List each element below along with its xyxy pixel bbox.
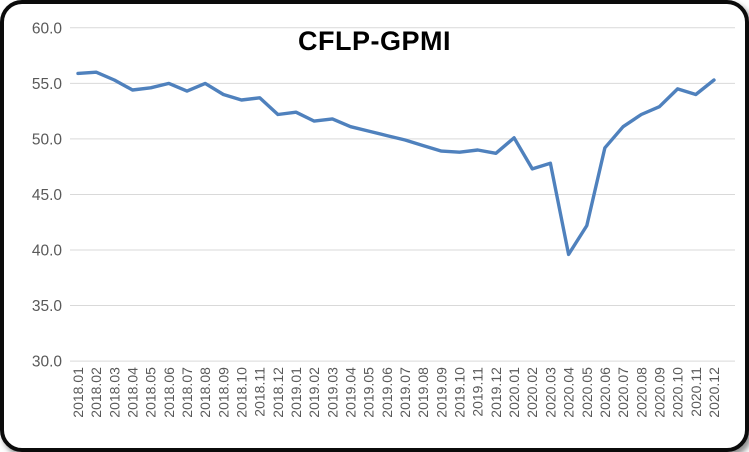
x-axis-tick-label: 2018.03	[106, 367, 122, 418]
x-axis-tick-label: 2020.12	[706, 367, 722, 418]
y-axis-tick-label: 35.0	[32, 298, 63, 315]
x-axis-tick-label: 2019.08	[415, 367, 431, 418]
x-axis-tick-label: 2018.07	[179, 367, 195, 418]
x-axis-tick-label: 2018.12	[270, 367, 286, 418]
y-axis-tick-label: 40.0	[32, 243, 63, 260]
x-axis-tick-label: 2019.09	[433, 367, 449, 418]
x-axis-tick-label: 2019.07	[397, 367, 413, 418]
x-axis-tick-label: 2019.02	[306, 367, 322, 418]
x-axis-tick-label: 2018.11	[252, 367, 268, 417]
x-axis-tick-label: 2020.05	[579, 367, 595, 418]
x-axis-tick-label: 2020.07	[615, 367, 631, 418]
x-axis-tick-label: 2018.08	[197, 367, 213, 418]
x-axis-tick-label: 2018.09	[215, 367, 231, 418]
x-axis-tick-label: 2019.11	[470, 367, 486, 417]
x-axis-tick-label: 2018.05	[143, 367, 159, 418]
chart-title: CFLP-GPMI	[298, 26, 451, 56]
x-axis-tick-label: 2020.09	[651, 367, 667, 418]
x-axis-tick-label: 2018.06	[161, 367, 177, 418]
x-axis-tick-label: 2020.03	[542, 367, 558, 418]
x-axis-tick-label: 2018.01	[70, 367, 86, 418]
x-axis-tick-label: 2020.01	[506, 367, 522, 418]
x-axis-tick-label: 2020.06	[597, 367, 613, 418]
x-axis-tick-label: 2019.06	[379, 367, 395, 418]
x-axis-tick-label: 2020.02	[524, 367, 540, 418]
x-axis-tick-label: 2019.05	[361, 367, 377, 418]
x-axis-tick-label: 2019.10	[452, 367, 468, 418]
x-axis-tick-label: 2019.01	[288, 367, 304, 418]
x-axis-tick-label: 2018.04	[125, 367, 141, 418]
x-axis-tick-label: 2018.02	[88, 367, 104, 418]
y-axis-tick-label: 50.0	[32, 131, 63, 148]
x-axis-tick-label: 2020.10	[670, 367, 686, 418]
x-axis-tick-label: 2019.12	[488, 367, 504, 418]
pmi-line-series	[76, 70, 716, 257]
y-axis-tick-label: 55.0	[32, 76, 63, 93]
x-axis-tick-label: 2018.10	[234, 367, 250, 418]
y-axis-tick-label: 45.0	[32, 187, 63, 204]
x-axis-tick-label: 2020.11	[688, 367, 704, 417]
y-axis-tick-label: 30.0	[32, 354, 63, 371]
x-axis-tick-label: 2020.04	[561, 367, 577, 418]
x-axis-tick-label: 2019.04	[343, 367, 359, 418]
y-axis-tick-label: 60.0	[32, 20, 63, 37]
x-axis-tick-label: 2020.08	[633, 367, 649, 418]
x-axis-tick-label: 2019.03	[324, 367, 340, 418]
